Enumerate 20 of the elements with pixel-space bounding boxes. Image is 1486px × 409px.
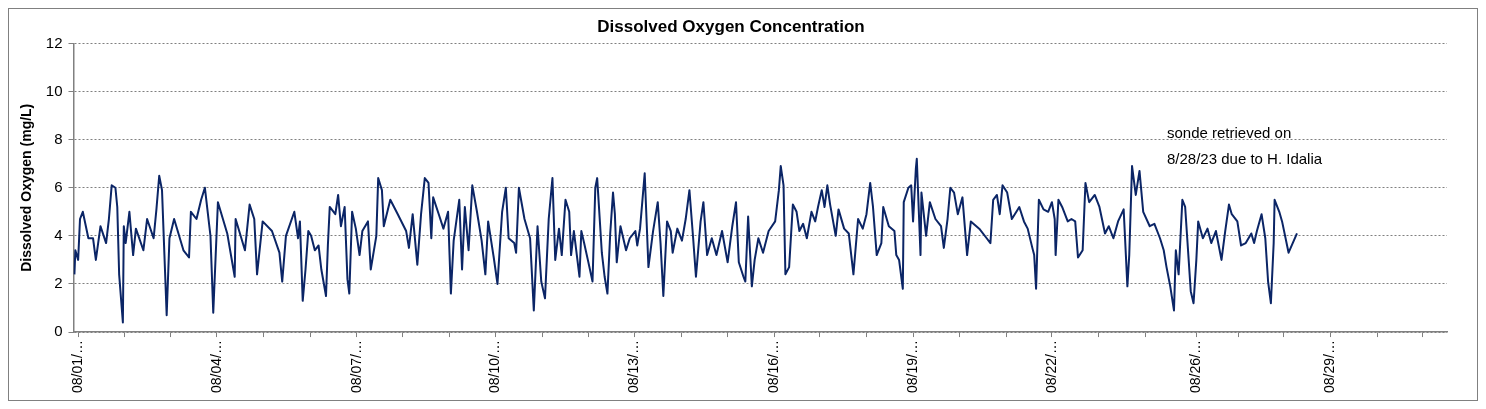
y-tick-label: 12 bbox=[45, 33, 63, 51]
y-tick-label: 10 bbox=[45, 81, 63, 99]
x-tick-label: 08/07/… bbox=[347, 340, 364, 394]
y-tick-label: 6 bbox=[54, 177, 63, 195]
x-tick-label: 08/29/… bbox=[1321, 340, 1338, 394]
y-axis-title: Dissolved Oxygen (mg/L) bbox=[18, 103, 35, 272]
x-tick-label: 08/01/… bbox=[69, 340, 85, 394]
chart-title: Dissolved Oxygen Concentration bbox=[597, 16, 865, 36]
x-tick-label: 08/16/… bbox=[765, 340, 782, 394]
y-tick-label: 4 bbox=[54, 225, 63, 243]
x-tick-label: 08/10/… bbox=[486, 340, 503, 394]
y-tick-label: 8 bbox=[54, 129, 63, 147]
x-tick-label: 08/26/… bbox=[1187, 340, 1204, 394]
x-tick-label: 08/13/… bbox=[625, 340, 642, 394]
y-tick-label: 0 bbox=[54, 322, 63, 340]
x-tick-label: 08/04/… bbox=[207, 340, 224, 394]
annotation: sonde retrieved on 8/28/23 due to H. Idalia bbox=[1167, 123, 1323, 167]
x-tick-label: 08/19/… bbox=[903, 340, 920, 394]
y-tick-label: 2 bbox=[54, 274, 63, 292]
x-tick-label: 08/22/… bbox=[1042, 340, 1059, 394]
